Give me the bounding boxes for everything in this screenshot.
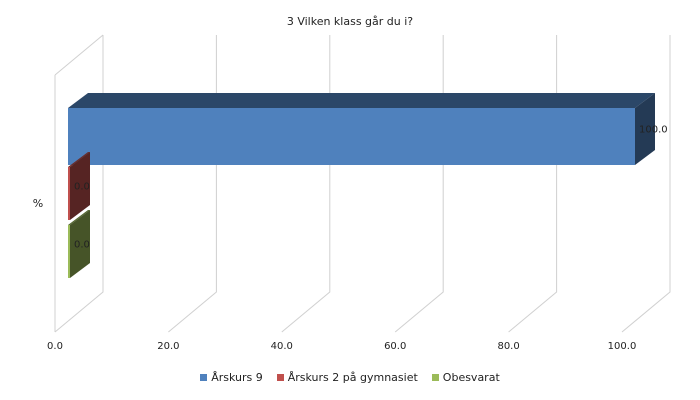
bar-top-1: [68, 152, 90, 167]
bar-front-1: [68, 167, 70, 220]
legend-label: Årskurs 9: [211, 371, 263, 384]
x-tick-label: 60.0: [384, 341, 406, 352]
x-tick-label: 40.0: [271, 341, 293, 352]
x-tick-label: 20.0: [157, 341, 179, 352]
legend: Årskurs 9 Årskurs 2 på gymnasiet Obesvar…: [0, 371, 700, 384]
data-label: 0.0: [74, 240, 90, 251]
legend-swatch-red: [276, 374, 284, 381]
legend-label: Årskurs 2 på gymnasiet: [287, 371, 418, 384]
x-axis-ticks: 0.0 20.0 40.0 60.0 80.0 100.0: [47, 341, 636, 352]
bar-side-0: [635, 93, 655, 165]
left-wall-top-edge: [54, 34, 104, 76]
grid-lines: [54, 34, 671, 333]
bar-front-2: [68, 225, 70, 278]
bar-front-0: [68, 108, 635, 165]
legend-item-obesvarat: Obesvarat: [431, 371, 500, 384]
bar-top-0: [68, 93, 655, 108]
x-tick-label: 80.0: [497, 341, 519, 352]
data-label: 100.0: [639, 125, 668, 136]
gridline: [281, 35, 331, 333]
legend-swatch-green: [431, 374, 439, 381]
x-tick-label: 100.0: [608, 341, 637, 352]
gridline: [621, 35, 671, 333]
bars: 100.0 0.0 0.0: [68, 93, 668, 278]
bar-side-2: [70, 210, 90, 278]
legend-item-arskurs-9: Årskurs 9: [200, 371, 263, 384]
gridline: [168, 35, 217, 333]
gridline: [394, 35, 444, 333]
bar-top-2: [68, 210, 90, 225]
legend-swatch-blue: [200, 374, 208, 381]
bar-side-1: [70, 152, 90, 220]
legend-label: Obesvarat: [442, 371, 500, 384]
y-axis-label: %: [33, 197, 43, 210]
chart-title: 3 Vilken klass går du i?: [287, 15, 413, 28]
legend-item-arskurs-2: Årskurs 2 på gymnasiet: [276, 371, 418, 384]
x-tick-label: 0.0: [47, 341, 63, 352]
gridline: [508, 35, 558, 333]
data-label: 0.0: [74, 182, 90, 193]
